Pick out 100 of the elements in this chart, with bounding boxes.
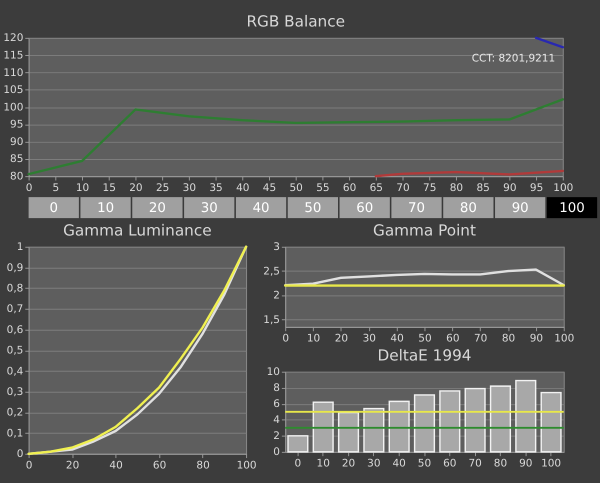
x-tick-label: 100 [554, 332, 574, 345]
x-tick-label: 80 [494, 458, 508, 470]
x-tick-label: 100 [541, 458, 562, 470]
line-series [284, 268, 565, 286]
y-tick-label: 2,5 [263, 265, 280, 278]
x-tick-label: 30 [362, 332, 376, 345]
y-tick-label: 0,9 [6, 262, 24, 274]
x-tick-label: 20 [129, 182, 143, 194]
y-tick-label: 3 [273, 241, 280, 254]
x-tick-label: 60 [152, 460, 166, 472]
x-tick-label: 50 [290, 182, 303, 194]
x-tick-label: 80 [450, 182, 464, 194]
x-tick-label: 70 [408, 200, 426, 216]
x-tick-label: 30 [367, 458, 381, 470]
x-tick-label: 40 [109, 460, 123, 472]
chart-title: DeltaE 1994 [377, 346, 472, 364]
x-tick-label: 50 [304, 200, 322, 216]
bar [338, 412, 360, 453]
chart-title: Gamma Luminance [63, 221, 212, 240]
x-tick-label: 100 [236, 460, 257, 472]
y-tick-label: 0 [273, 446, 280, 458]
x-tick-label: 80 [460, 200, 477, 216]
x-tick-label: 95 [530, 182, 544, 194]
x-tick-label: 60 [446, 332, 460, 345]
y-tick-label: 0,8 [6, 282, 24, 295]
x-tick-label: 0 [282, 332, 290, 345]
x-tick-label: 25 [156, 182, 170, 194]
x-tick-label: 85 [476, 182, 490, 194]
annotation: CCT: 8201,9211 [472, 52, 556, 65]
x-tick-label: 90 [512, 200, 529, 216]
y-tick-label: 10 [266, 366, 280, 378]
y-tick-label: 120 [3, 32, 24, 44]
y-tick-label: 0,6 [6, 324, 24, 336]
x-tick-label: 75 [423, 182, 436, 194]
bar [515, 380, 536, 453]
x-tick-label: 100 [559, 200, 585, 216]
x-tick-label: 55 [316, 182, 330, 194]
y-tick-label: 0,4 [6, 365, 24, 378]
y-tick-label: 115 [3, 49, 24, 62]
x-tick-label: 90 [530, 332, 544, 345]
x-tick-label: 80 [502, 332, 516, 345]
x-tick-label: 60 [443, 458, 456, 470]
bar [540, 392, 562, 453]
x-tick-label: 80 [196, 460, 210, 472]
y-tick-label: 105 [3, 84, 24, 96]
bar [464, 388, 486, 453]
x-tick-label: 90 [503, 182, 517, 194]
x-tick-label: 100 [553, 182, 574, 194]
y-tick-label: 6 [273, 398, 280, 410]
y-tick-label: 1 [16, 241, 24, 254]
y-tick-label: 80 [10, 170, 24, 183]
x-tick-label: 0 [26, 460, 32, 472]
y-tick-label: 100 [3, 101, 24, 114]
x-tick-label: 30 [182, 182, 196, 194]
bar [363, 408, 384, 453]
x-tick-label: 5 [52, 182, 60, 194]
bar [388, 400, 410, 453]
x-tick-label: 20 [148, 200, 166, 216]
bar [414, 394, 436, 453]
x-tick-label: 40 [390, 332, 404, 345]
y-tick-label: 2 [273, 430, 280, 442]
y-tick-label: 95 [10, 118, 24, 131]
y-tick-label: 85 [10, 153, 24, 166]
x-tick-label: 10 [76, 182, 90, 194]
x-tick-label: 10 [316, 458, 330, 470]
bar [490, 385, 512, 453]
bar [439, 390, 460, 453]
x-tick-label: 70 [468, 458, 482, 470]
x-tick-label: 45 [262, 182, 276, 194]
bar [287, 435, 308, 453]
y-tick-label: 0,5 [6, 344, 24, 357]
x-tick-label: 65 [370, 182, 383, 194]
x-tick-label: 20 [334, 332, 348, 345]
x-tick-label: 15 [102, 182, 116, 194]
x-tick-label: 20 [342, 458, 356, 470]
y-tick-label: 0,2 [6, 406, 24, 419]
chart-title: Gamma Point [373, 221, 476, 240]
x-tick-label: 50 [418, 332, 432, 345]
chart-title: RGB Balance [246, 12, 345, 30]
x-tick-label: 60 [356, 200, 374, 216]
x-tick-label: 10 [306, 332, 320, 345]
x-tick-label: 0 [294, 458, 302, 470]
x-tick-label: 35 [209, 182, 223, 194]
y-tick-label: 90 [10, 136, 24, 148]
y-tick-label: 0,7 [6, 303, 24, 316]
x-tick-label: 10 [97, 200, 114, 216]
x-tick-label: 70 [474, 332, 488, 345]
x-tick-label: 90 [519, 458, 532, 470]
x-tick-label: 0 [50, 200, 58, 216]
y-tick-label: 8 [273, 382, 280, 394]
x-tick-label: 20 [66, 460, 80, 472]
line-series [27, 246, 248, 455]
bar [312, 401, 334, 453]
x-tick-label: 0 [26, 182, 32, 194]
y-tick-label: 0,1 [6, 427, 24, 440]
y-tick-label: 2 [273, 290, 280, 302]
y-tick-label: 0 [16, 448, 24, 460]
y-tick-label: 110 [3, 66, 24, 79]
x-tick-label: 70 [396, 182, 410, 194]
x-tick-label: 60 [342, 182, 356, 194]
